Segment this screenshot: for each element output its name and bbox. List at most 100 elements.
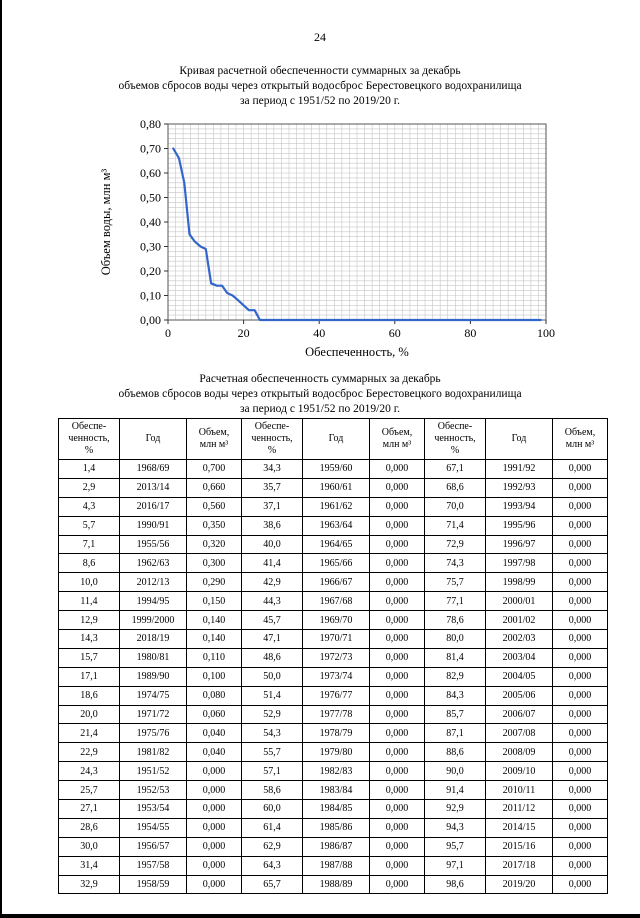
table-cell: 2014/15 bbox=[485, 817, 553, 838]
table-cell: 52,9 bbox=[241, 704, 303, 725]
table-cell: 57,1 bbox=[241, 761, 303, 782]
table-cell: 61,4 bbox=[241, 817, 303, 838]
table-cell: 1994/95 bbox=[119, 591, 187, 612]
table-cell: 1987/88 bbox=[302, 855, 370, 876]
table-cell: 0,000 bbox=[186, 817, 242, 838]
table-cell: 2007/08 bbox=[485, 723, 553, 744]
svg-text:60: 60 bbox=[389, 326, 401, 340]
table-cell: 1957/58 bbox=[119, 855, 187, 876]
table-cell: 88,6 bbox=[424, 742, 486, 763]
table-cell: 1971/72 bbox=[119, 704, 187, 725]
table-cell: 94,3 bbox=[424, 817, 486, 838]
table-cell: 72,9 bbox=[424, 534, 486, 555]
chart-series bbox=[172, 147, 542, 322]
table-row: 7,1 1955/56 0,320 40,0 1964/65 0,000 72,9 1996/… bbox=[58, 534, 608, 555]
table-cell: 0,000 bbox=[186, 874, 242, 895]
table-cell: 2005/06 bbox=[485, 685, 553, 706]
table-cell: 1951/52 bbox=[119, 761, 187, 782]
table-cell: 0,000 bbox=[552, 874, 608, 895]
table-cell: 1967/68 bbox=[302, 591, 370, 612]
table-cell: 1976/77 bbox=[302, 685, 370, 706]
table-row: 14,3 2018/19 0,140 47,1 1970/71 0,000 80,0 2002… bbox=[58, 629, 608, 649]
table-row: 24,3 1951/52 0,000 57,1 1982/83 0,000 90,0 2009… bbox=[58, 761, 608, 782]
table-cell: 1984/85 bbox=[302, 799, 370, 819]
table-cell: 0,000 bbox=[369, 572, 425, 593]
table-cell: 1965/66 bbox=[302, 553, 370, 574]
table-cell: 1978/79 bbox=[302, 723, 370, 744]
table-row: 32,9 1958/59 0,000 65,7 1988/89 0,000 98,6 2019… bbox=[58, 874, 608, 895]
table-cell: 20,0 bbox=[58, 704, 120, 725]
table-cell: 0,000 bbox=[369, 780, 425, 801]
table-cell: 70,0 bbox=[424, 496, 486, 517]
table-header-cell: Объем, млн м³ bbox=[369, 418, 425, 460]
table-cell: 0,000 bbox=[552, 855, 608, 876]
table-cell: 10,0 bbox=[58, 572, 120, 593]
table-header-cell: Объем, млн м³ bbox=[186, 418, 242, 460]
table-cell: 1959/60 bbox=[302, 459, 370, 479]
table-cell: 1954/55 bbox=[119, 817, 187, 838]
table-cell: 0,000 bbox=[369, 817, 425, 838]
table-cell: 2002/03 bbox=[485, 629, 553, 649]
table-cell: 2010/11 bbox=[485, 780, 553, 801]
chart-tick-labels: 0 20 40 60 80 100 0,00 0,10 0,20 0,30 0,40 0,50 0,60… bbox=[140, 117, 555, 340]
table-cell: 54,3 bbox=[241, 723, 303, 744]
table-cell: 1995/96 bbox=[485, 515, 553, 536]
table-header-cell: Обеспе- ченность, % bbox=[241, 418, 303, 460]
table-header-row: Обеспе- ченность, % Год Объем, млн м³ Обесп… bbox=[58, 418, 608, 460]
table-row: 10,0 2012/13 0,290 42,9 1966/67 0,000 75,7 1998… bbox=[58, 572, 608, 593]
table-cell: 67,1 bbox=[424, 459, 486, 479]
table-cell: 51,4 bbox=[241, 685, 303, 706]
svg-text:0,20: 0,20 bbox=[140, 264, 161, 278]
table-cell: 2015/16 bbox=[485, 836, 553, 857]
table-cell: 81,4 bbox=[424, 647, 486, 668]
table-cell: 0,000 bbox=[369, 666, 425, 687]
table-cell: 58,6 bbox=[241, 780, 303, 801]
table-cell: 17,1 bbox=[58, 666, 120, 687]
table-cell: 2019/20 bbox=[485, 874, 553, 895]
table-row: 17,1 1989/90 0,100 50,0 1973/74 0,000 82,9 2004… bbox=[58, 666, 608, 687]
table-cell: 1970/71 bbox=[302, 629, 370, 649]
table-cell: 35,7 bbox=[241, 477, 303, 498]
table-cell: 0,000 bbox=[552, 534, 608, 555]
table-cell: 0,000 bbox=[369, 855, 425, 876]
table-cell: 1972/73 bbox=[302, 647, 370, 668]
table-cell: 2018/19 bbox=[119, 629, 187, 649]
table-cell: 42,9 bbox=[241, 572, 303, 593]
table-cell: 0,000 bbox=[369, 704, 425, 725]
table-cell: 1980/81 bbox=[119, 647, 187, 668]
table-cell: 60,0 bbox=[241, 799, 303, 819]
table-cell: 1977/78 bbox=[302, 704, 370, 725]
table-cell: 2008/09 bbox=[485, 742, 553, 763]
svg-text:0,50: 0,50 bbox=[140, 191, 161, 205]
table-cell: 0,000 bbox=[552, 761, 608, 782]
table-cell: 97,1 bbox=[424, 855, 486, 876]
scan-edge-bottom bbox=[0, 914, 640, 918]
x-axis-title: Обеспеченность, % bbox=[305, 345, 409, 359]
table-cell: 2001/02 bbox=[485, 610, 553, 631]
table-cell: 0,320 bbox=[186, 534, 242, 555]
table-cell: 1962/63 bbox=[119, 553, 187, 574]
table-cell: 1991/92 bbox=[485, 459, 553, 479]
table-cell: 0,000 bbox=[552, 799, 608, 819]
table-cell: 18,6 bbox=[58, 685, 120, 706]
table-cell: 0,000 bbox=[369, 610, 425, 631]
table-cell: 12,9 bbox=[58, 610, 120, 631]
table-cell: 0,000 bbox=[186, 780, 242, 801]
table-cell: 15,7 bbox=[58, 647, 120, 668]
table-cell: 0,000 bbox=[552, 496, 608, 517]
table-cell: 82,9 bbox=[424, 666, 486, 687]
svg-text:0,30: 0,30 bbox=[140, 240, 161, 254]
table-cell: 1986/87 bbox=[302, 836, 370, 857]
table-cell: 2011/12 bbox=[485, 799, 553, 819]
table-cell: 0,000 bbox=[552, 647, 608, 668]
table-cell: 87,1 bbox=[424, 723, 486, 744]
table-cell: 1974/75 bbox=[119, 685, 187, 706]
table-cell: 32,9 bbox=[58, 874, 120, 895]
table-header-cell: Год bbox=[485, 418, 553, 460]
table-cell: 98,6 bbox=[424, 874, 486, 895]
table-cell: 0,000 bbox=[369, 874, 425, 895]
table-row: 21,4 1975/76 0,040 54,3 1978/79 0,000 87,1 2007… bbox=[58, 723, 608, 744]
table-cell: 0,000 bbox=[552, 515, 608, 536]
table-row: 2,9 2013/14 0,660 35,7 1960/61 0,000 68,6 1992/… bbox=[58, 477, 608, 498]
exceedance-curve-chart: 0 20 40 60 80 100 0,00 0,10 0,20 0,30 0,40 0,50 0,60… bbox=[96, 112, 566, 367]
